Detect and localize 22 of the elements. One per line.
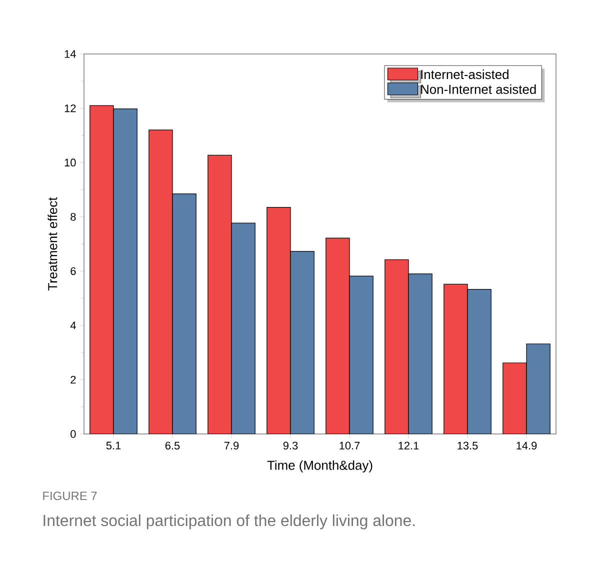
y-axis-title: Treatment effect [48,197,58,290]
y-tick-label: 6 [70,267,76,276]
text: Internet social participation of the elderly living alone. [44,514,415,530]
caption: FIGURE 7 [43,492,97,500]
legend-label: Non-Internet asisted [421,84,536,94]
y-tick-label: 14 [64,50,76,58]
x-axis-title: Time (Month&day) [267,460,372,472]
y-tick-label: 2 [70,376,76,384]
x-tick-label: 10.7 [340,442,360,450]
y-tick-label: 10 [64,158,76,166]
x-tick-label: 14.9 [516,442,537,450]
x-tick-label: 6.5 [165,442,180,450]
x-tick-label: 13.5 [458,442,478,450]
y-tick-label: 12 [64,104,76,112]
x-tick-label: 5.1 [106,442,121,450]
y-tick-label: 0 [70,430,76,438]
x-tick-label: 9.3 [283,442,298,450]
legend-label: Internet-asisted [421,70,508,80]
y-tick-label: 8 [70,212,76,221]
x-tick-label: 7.9 [224,442,239,450]
x-tick-label: 12.1 [398,442,419,450]
y-tick-label: 4 [70,322,76,330]
